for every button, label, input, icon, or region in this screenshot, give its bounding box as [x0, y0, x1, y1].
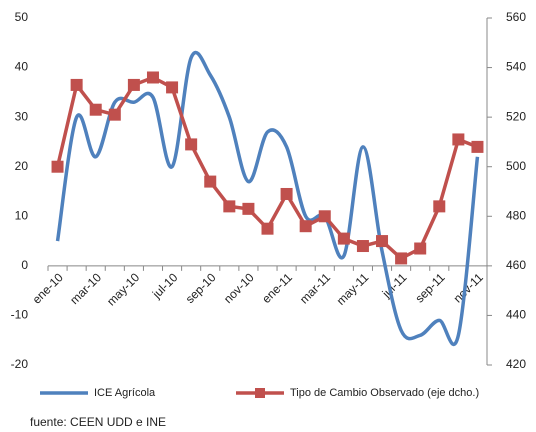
- series-marker: [376, 235, 389, 248]
- x-tick-label: may-10: [104, 270, 142, 308]
- series-marker: [89, 103, 102, 116]
- series-marker: [70, 78, 83, 91]
- series-marker: [433, 200, 446, 213]
- series-marker: [452, 133, 465, 146]
- series-marker: [127, 78, 140, 91]
- x-tick-label: ene-11: [259, 270, 295, 306]
- series-marker: [395, 252, 408, 265]
- series-marker: [204, 175, 217, 188]
- legend-label: ICE Agrícola: [94, 387, 156, 399]
- series-marker: [471, 140, 484, 153]
- series-marker: [261, 222, 274, 235]
- y2-tick-label: 500: [506, 159, 526, 173]
- y-tick-label: 50: [15, 10, 29, 24]
- series-marker: [356, 240, 369, 253]
- series-marker: [146, 71, 159, 84]
- x-tick-label: mar-11: [297, 270, 333, 306]
- x-tick-label: jul-10: [149, 270, 181, 302]
- y2-tick-label: 440: [506, 308, 526, 322]
- series-marker: [337, 232, 350, 245]
- y-tick-label: 20: [15, 159, 29, 173]
- y2-tick-label: 560: [506, 10, 526, 24]
- series-marker: [242, 202, 255, 215]
- y2-tick-label: 540: [506, 60, 526, 74]
- series-marker: [51, 160, 64, 173]
- series-marker: [108, 108, 121, 121]
- x-tick-label: jul-11: [379, 270, 410, 301]
- y-tick-label: -20: [11, 357, 29, 371]
- y2-tick-label: 520: [506, 109, 526, 123]
- legend-marker: [255, 388, 265, 398]
- y-tick-label: 40: [15, 60, 29, 74]
- series-marker: [223, 200, 236, 213]
- y-tick-label: 0: [21, 258, 28, 272]
- x-tick-label: sep-11: [412, 270, 447, 305]
- x-tick-label: nov-11: [451, 270, 486, 305]
- series-marker: [185, 138, 198, 151]
- y-tick-label: -10: [11, 308, 29, 322]
- y2-tick-label: 480: [506, 208, 526, 222]
- x-tick-label: ene-10: [30, 270, 67, 307]
- source-note: fuente: CEEN UDD e INE: [30, 415, 166, 429]
- x-tick-label: mar-10: [67, 270, 104, 307]
- y-tick-label: 30: [15, 109, 29, 123]
- y2-tick-label: 460: [506, 258, 526, 272]
- y-tick-label: 10: [15, 208, 29, 222]
- series-line: [55, 50, 480, 347]
- series-marker: [318, 210, 331, 223]
- series-marker: [166, 81, 179, 94]
- series-marker: [299, 220, 312, 233]
- series-marker: [414, 242, 427, 255]
- legend-label: Tipo de Cambio Observado (eje dcho.): [290, 387, 479, 399]
- series-marker: [280, 187, 293, 200]
- x-tick-label: may-11: [334, 270, 372, 308]
- x-tick-label: sep-10: [183, 270, 219, 306]
- x-tick-label: nov-10: [221, 270, 257, 306]
- y2-tick-label: 420: [506, 357, 526, 371]
